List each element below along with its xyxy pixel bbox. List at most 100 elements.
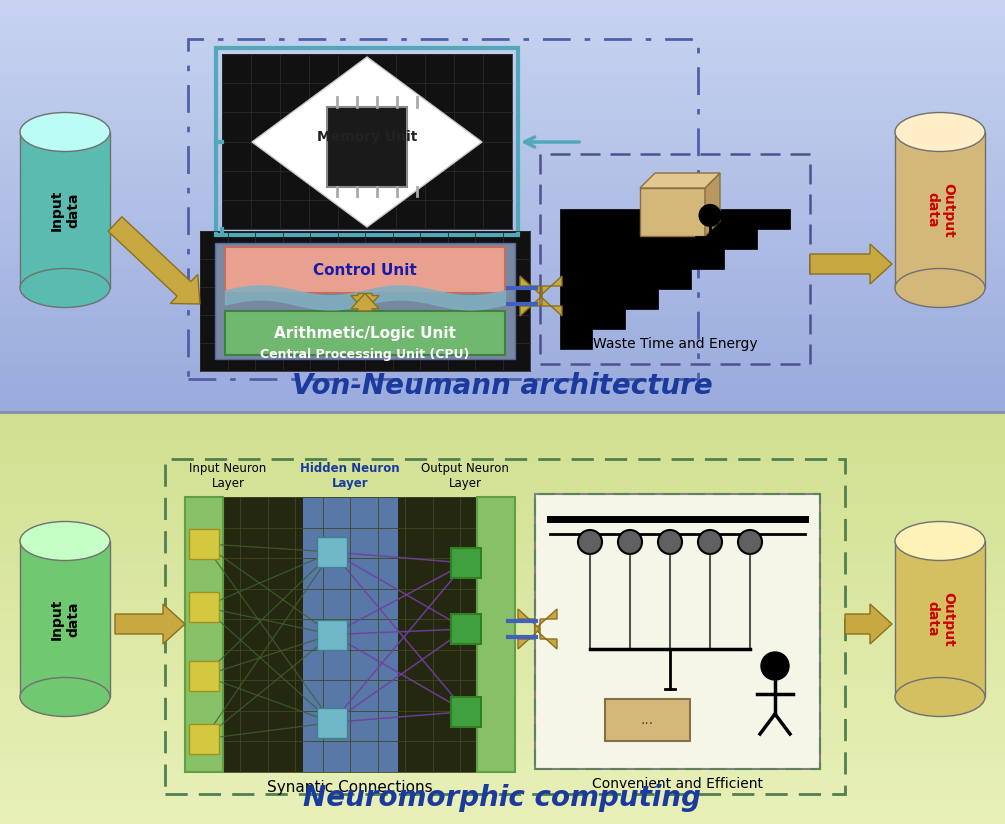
Ellipse shape: [20, 113, 110, 152]
Bar: [0, 21, 1005, 28]
Bar: [451, 696, 480, 727]
Bar: [0, 124, 1005, 131]
Bar: [0, 536, 1005, 543]
Text: Input Neuron
Layer: Input Neuron Layer: [189, 462, 266, 490]
Polygon shape: [351, 293, 379, 311]
Bar: [0, 618, 1005, 625]
Bar: [0, 138, 1005, 145]
Bar: [0, 220, 1005, 227]
Bar: [0, 165, 1005, 172]
Text: Von-Neumann architecture: Von-Neumann architecture: [291, 372, 713, 400]
Bar: [0, 515, 1005, 522]
Bar: [0, 179, 1005, 186]
Bar: [0, 543, 1005, 550]
Bar: [216, 48, 518, 235]
Bar: [0, 591, 1005, 598]
Ellipse shape: [20, 522, 110, 560]
Bar: [0, 48, 1005, 55]
Bar: [0, 186, 1005, 193]
Polygon shape: [109, 217, 200, 304]
Bar: [0, 687, 1005, 694]
Bar: [451, 614, 480, 644]
Bar: [318, 620, 348, 649]
Bar: [20, 541, 110, 697]
Bar: [0, 728, 1005, 735]
Bar: [0, 330, 1005, 337]
Bar: [0, 412, 1005, 419]
Text: Neuromorphic computing: Neuromorphic computing: [303, 784, 701, 812]
Ellipse shape: [895, 522, 985, 560]
Bar: [0, 117, 1005, 124]
Bar: [0, 817, 1005, 824]
Bar: [0, 577, 1005, 584]
Text: Convenient and Efficient: Convenient and Efficient: [592, 777, 763, 791]
Bar: [189, 592, 219, 622]
Bar: [0, 625, 1005, 632]
Polygon shape: [252, 57, 482, 227]
Bar: [535, 494, 820, 769]
Bar: [0, 666, 1005, 673]
Bar: [0, 42, 1005, 49]
Bar: [0, 405, 1005, 412]
Bar: [0, 440, 1005, 447]
Bar: [185, 497, 223, 772]
Polygon shape: [518, 609, 540, 649]
Bar: [0, 563, 1005, 570]
Bar: [0, 323, 1005, 330]
Bar: [0, 639, 1005, 646]
Bar: [0, 0, 1005, 7]
Bar: [0, 797, 1005, 804]
Bar: [0, 35, 1005, 42]
Bar: [0, 460, 1005, 467]
Bar: [0, 357, 1005, 364]
Bar: [0, 309, 1005, 316]
Bar: [0, 474, 1005, 481]
Text: Memory Unit: Memory Unit: [317, 130, 417, 144]
Circle shape: [658, 530, 682, 554]
Bar: [0, 90, 1005, 97]
Ellipse shape: [895, 113, 985, 152]
Bar: [215, 243, 515, 359]
Bar: [188, 39, 698, 379]
Bar: [0, 83, 1005, 90]
Bar: [225, 311, 505, 355]
Bar: [0, 763, 1005, 770]
Bar: [0, 570, 1005, 577]
Bar: [0, 62, 1005, 69]
Text: Output
data: Output data: [925, 183, 955, 237]
Bar: [0, 467, 1005, 474]
Bar: [0, 495, 1005, 502]
Circle shape: [578, 530, 602, 554]
Bar: [0, 529, 1005, 536]
Bar: [0, 385, 1005, 392]
Bar: [0, 69, 1005, 76]
Bar: [225, 247, 505, 293]
Bar: [0, 206, 1005, 213]
Bar: [0, 296, 1005, 303]
Bar: [0, 708, 1005, 715]
Bar: [0, 282, 1005, 289]
Bar: [0, 364, 1005, 371]
Bar: [189, 529, 219, 559]
Bar: [189, 724, 219, 754]
Ellipse shape: [20, 269, 110, 307]
Circle shape: [604, 235, 626, 256]
Bar: [0, 371, 1005, 378]
Bar: [318, 537, 348, 567]
Text: Control Unit: Control Unit: [314, 263, 417, 278]
Bar: [0, 96, 1005, 103]
Text: Arithmetic/Logic Unit: Arithmetic/Logic Unit: [274, 325, 456, 340]
Text: Hidden Neuron
Layer: Hidden Neuron Layer: [300, 462, 400, 490]
Polygon shape: [540, 276, 562, 316]
Text: Output
data: Output data: [925, 592, 955, 646]
Bar: [477, 497, 515, 772]
Bar: [0, 660, 1005, 667]
Bar: [0, 447, 1005, 454]
Bar: [0, 454, 1005, 461]
Bar: [0, 7, 1005, 14]
Bar: [0, 646, 1005, 653]
Bar: [0, 158, 1005, 165]
Bar: [0, 344, 1005, 351]
Bar: [0, 790, 1005, 797]
Ellipse shape: [895, 269, 985, 307]
